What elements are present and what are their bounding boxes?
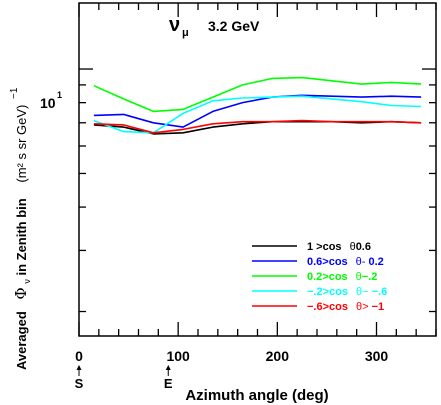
series-line-2 — [93, 94, 422, 128]
svg-text:Averaged Φ ν: Averaged Φ ν in Zenith bin (m² s sr GeV)… — [9, 87, 33, 370]
series-layer — [93, 76, 422, 135]
direction-arrow-head — [76, 365, 82, 370]
chart-title-energy: 3.2 GeV — [208, 18, 260, 34]
series-line-5 — [93, 119, 422, 134]
ticks — [78, 3, 437, 336]
ylabel-mid: in Zenith bin — [14, 198, 29, 275]
legend-label-2: 0.6>cos θ- 0.2 — [307, 256, 384, 268]
x-axis-label: Azimuth angle (deg) — [185, 387, 328, 404]
y-tick-label-base: 10 — [40, 95, 56, 111]
direction-label: S — [75, 376, 84, 391]
y-tick-label-exp: 1 — [57, 90, 62, 100]
x-tick-label: 300 — [365, 348, 389, 364]
ylabel-prefix: Averaged — [14, 311, 29, 370]
x-tick-label: 100 — [166, 348, 190, 364]
y-axis-label: Averaged Φ ν in Zenith bin (m² s sr GeV)… — [9, 87, 33, 370]
chart-title-subscript: μ — [182, 27, 189, 39]
series-line-3 — [93, 76, 422, 113]
legend-label-4: −.2>cos θ− −.6 — [307, 286, 387, 298]
legend-label-1: 1 >cos θ0.6 — [307, 241, 371, 253]
x-tick-label: 0 — [75, 348, 83, 364]
ylabel-exp: −1 — [9, 87, 20, 99]
direction-arrow-head — [165, 365, 171, 370]
ylabel-phi-sub: ν — [22, 279, 32, 284]
chart-title-symbol: ν — [169, 14, 180, 36]
ylabel-phi: Φ — [12, 287, 30, 299]
legend-label-3: 0.2>cos θ−.2 — [307, 271, 377, 283]
series-line-4 — [93, 95, 422, 134]
legend-label-5: −.6>cos θ> −1 — [307, 301, 384, 313]
ylabel-units: (m² s sr GeV) — [14, 105, 29, 183]
x-tick-labels: 0 100 200 300 — [75, 348, 388, 364]
legend: 1 >cos θ0.6 0.6>cos θ- 0.2 0.2>cos θ−.2 −.2>co… — [252, 241, 387, 313]
direction-label: E — [164, 376, 173, 391]
x-tick-label: 200 — [266, 348, 290, 364]
